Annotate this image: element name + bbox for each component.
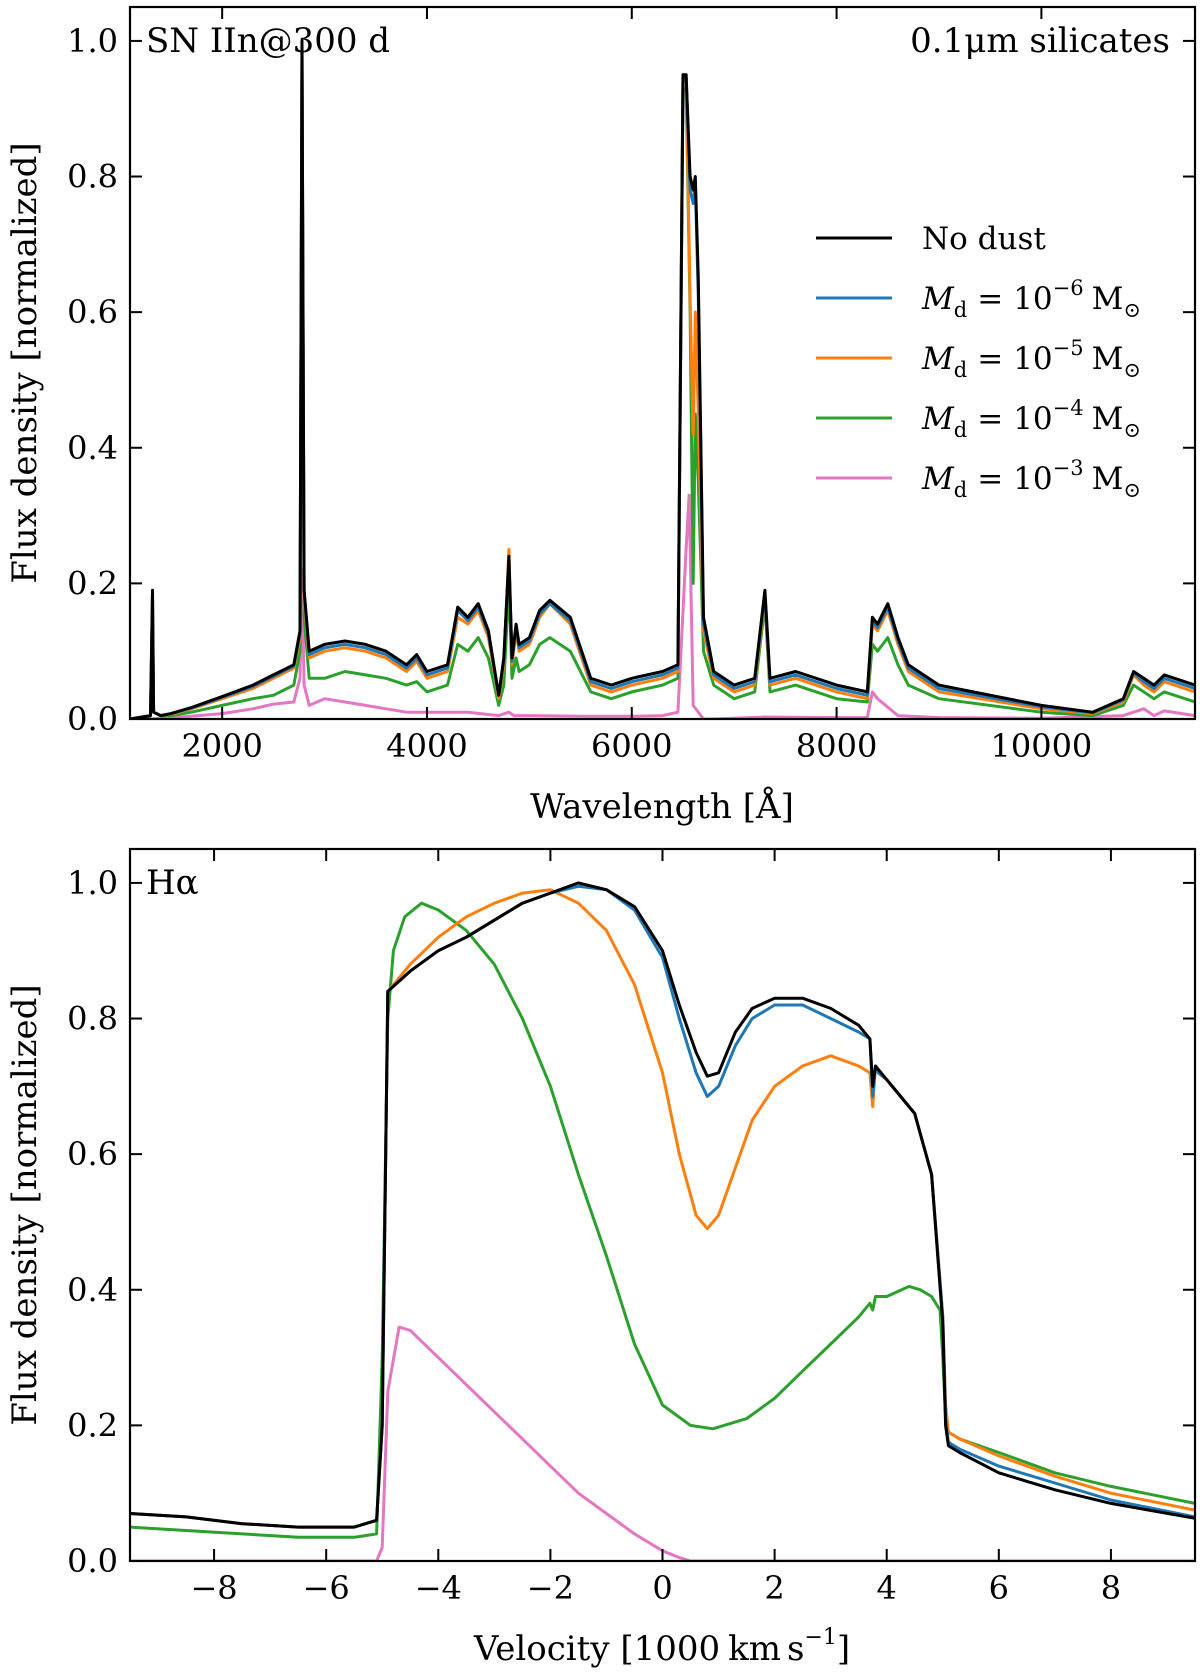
bottom-x-tick-label: −8 — [190, 1569, 237, 1607]
legend-label-no-dust: No dust — [922, 221, 1046, 257]
bottom-plot-area — [130, 881, 1195, 1561]
top-y-axis-label: Flux density [normalized] — [5, 142, 45, 583]
top-x-tick-label: 8000 — [796, 727, 877, 765]
top-x-tick-label: 10000 — [990, 727, 1092, 765]
bottom-series-m-d-10-5-m-sun — [130, 888, 1195, 1529]
bottom-y-tick-label: 0.6 — [67, 1135, 118, 1173]
legend-label-md-1e-6: Md = 10−6 M⊙ — [921, 276, 1141, 322]
bottom-ticks: −8 −6 −4 −2 0 2 4 6 8 0.0 0.2 0.4 0.6 0.8 1.0 — [67, 849, 1195, 1607]
bottom-y-tick-label: 0.4 — [67, 1271, 118, 1309]
legend-label-md-1e-3: Md = 10−3 M⊙ — [921, 456, 1141, 502]
bottom-y-tick-label: 0.2 — [67, 1406, 118, 1444]
top-y-tick-label: 0.6 — [67, 293, 118, 331]
top-series-m-d-10-5-m-sun — [130, 53, 1195, 719]
bottom-series-no-dust — [130, 881, 1195, 1529]
bottom-panel: −8 −6 −4 −2 0 2 4 6 8 0.0 0.2 0.4 0.6 0.8 1.0 Hα Veloc… — [5, 847, 1197, 1669]
top-y-tick-label: 0.2 — [67, 564, 118, 602]
bottom-series-m-d-10-6-m-sun — [130, 884, 1195, 1529]
bottom-y-tick-label: 0.8 — [67, 1000, 118, 1038]
top-x-tick-label: 2000 — [181, 727, 262, 765]
top-series-m-d-10-4-m-sun — [130, 66, 1195, 719]
bottom-x-tick-label: −4 — [415, 1569, 462, 1607]
top-panel: 2000 4000 6000 8000 100000.00.20.40.60.81.0 … — [5, 5, 1197, 827]
bottom-y-tick-label: 0.0 — [67, 1542, 118, 1580]
top-plot-area — [130, 39, 1195, 719]
bottom-x-tick-label: 4 — [877, 1569, 897, 1607]
bottom-x-axis-label: Velocity [1000 km s−1] — [473, 1625, 850, 1669]
top-x-tick-label: 6000 — [591, 727, 672, 765]
bottom-x-tick-label: −2 — [527, 1569, 574, 1607]
top-y-tick-label: 0.4 — [67, 429, 118, 467]
legend: No dust Md = 10−6 M⊙ Md = 10−5 M⊙ Md = 10−4 M⊙ Md… — [816, 221, 1141, 502]
top-series-no-dust — [130, 39, 1195, 719]
bottom-x-tick-label: 6 — [989, 1569, 1009, 1607]
bottom-x-tick-label: −6 — [303, 1569, 350, 1607]
bottom-x-tick-label: 0 — [652, 1569, 672, 1607]
bottom-x-tick-label: 2 — [764, 1569, 784, 1607]
top-ticks: 2000 4000 6000 8000 10000 0.0 0.2 0.4 0.6 0.8 1.0 — [67, 7, 1195, 765]
bottom-title-left: Hα — [146, 863, 199, 903]
legend-label-md-1e-4: Md = 10−4 M⊙ — [921, 396, 1141, 442]
top-x-tick-label: 4000 — [386, 727, 467, 765]
legend-label-md-1e-5: Md = 10−5 M⊙ — [921, 336, 1141, 382]
top-y-tick-label: 1.0 — [67, 22, 118, 60]
top-x-axis-label: Wavelength [Å] — [530, 786, 794, 827]
top-title-right: 0.1μm silicates — [910, 21, 1170, 61]
bottom-x-tick-label: 8 — [1101, 1569, 1121, 1607]
top-plot-frame — [128, 5, 1197, 721]
top-y-tick-label: 0.8 — [67, 158, 118, 196]
bottom-y-axis-label: Flux density [normalized] — [5, 984, 45, 1425]
top-y-tick-label: 0.0 — [67, 700, 118, 738]
bottom-y-tick-label: 1.0 — [67, 864, 118, 902]
bottom-series-m-d-10-4-m-sun — [130, 901, 1195, 1539]
top-series-m-d-10-6-m-sun — [130, 46, 1195, 719]
top-title-left: SN IIn@300 d — [146, 21, 390, 61]
